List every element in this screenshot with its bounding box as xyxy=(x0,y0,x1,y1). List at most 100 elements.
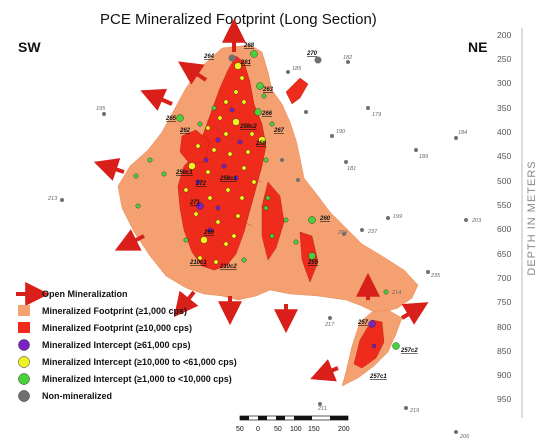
hole-189-marker xyxy=(414,148,418,152)
hole-213-marker xyxy=(60,198,64,202)
green-intercept xyxy=(147,157,153,163)
hole-259-marker xyxy=(258,136,266,144)
hole-187-marker xyxy=(304,110,308,114)
depth-tick-750: 750 xyxy=(497,297,511,307)
hole-184-marker xyxy=(454,136,458,140)
green-intercept xyxy=(263,205,269,211)
scale-tick-50-left: 50 xyxy=(236,426,244,433)
hole-190-label: 190 xyxy=(336,129,346,135)
hole-263-label: 263 xyxy=(262,87,274,93)
open-arrow-west xyxy=(93,158,125,181)
depth-tick-500: 500 xyxy=(497,176,511,186)
legend-nonmin: Non-mineralized xyxy=(42,391,112,401)
yellow-intercept xyxy=(251,179,257,185)
open-arrow-sw xyxy=(114,229,145,251)
green-intercept xyxy=(269,121,275,127)
hole-257c1-label: 257c1 xyxy=(369,374,387,380)
hole-268-label: 268 xyxy=(243,43,255,49)
hole-261-label: 261 xyxy=(240,60,252,66)
depth-tick-300: 300 xyxy=(497,78,511,88)
hole-255-marker xyxy=(308,252,316,260)
legend: Open Mineralization Mineralized Footprin… xyxy=(16,282,237,402)
footprint-10000-lower xyxy=(353,319,385,369)
hole-184-label: 184 xyxy=(458,130,467,136)
yellow-intercept xyxy=(225,187,231,193)
hole-268-marker xyxy=(250,50,258,58)
footprint-10000-west xyxy=(179,129,211,165)
figure-title: PCE Mineralized Footprint (Long Section) xyxy=(100,11,377,28)
hole-185-marker xyxy=(286,70,290,74)
yellow-intercept xyxy=(249,131,255,137)
hole-269-marker xyxy=(200,236,208,244)
sw-direction-label: SW xyxy=(18,39,41,55)
yellow-intercept xyxy=(239,195,245,201)
hole-264-label: 264 xyxy=(203,54,215,60)
open-arrow-lower-west xyxy=(310,359,339,382)
scale-bar: 50 0 50 100 150 200 xyxy=(236,415,350,433)
legend-int1000: Mineralized Intercept (≥1,000 to <10,000… xyxy=(42,374,232,384)
open-arrow-ssw xyxy=(174,290,199,317)
purple-intercept xyxy=(207,227,213,233)
hole-267-label: 267 xyxy=(273,128,285,134)
hole-211-marker xyxy=(318,402,322,406)
yellow-intercept xyxy=(211,147,217,153)
hole-190-marker xyxy=(330,134,334,138)
yellow-intercept xyxy=(207,195,213,201)
yellow-intercept xyxy=(231,233,237,239)
yellow-intercept xyxy=(233,89,239,95)
yellow-intercept xyxy=(223,241,229,247)
scale-tick-200: 200 xyxy=(338,426,350,433)
hole-266-marker xyxy=(254,108,262,116)
depth-tick-950: 950 xyxy=(497,394,511,404)
purple-intercept xyxy=(233,175,239,181)
green-intercept xyxy=(293,239,299,245)
legend-fp10000-swatch xyxy=(18,322,30,333)
legend-int61000: Mineralized Intercept (≥61,000 cps) xyxy=(42,340,191,350)
purple-intercept xyxy=(221,163,227,169)
hole-209-marker xyxy=(342,232,346,236)
hole-261-marker xyxy=(234,62,242,70)
hole-253-marker xyxy=(280,158,284,162)
legend-fp1000-swatch xyxy=(18,305,30,316)
hole-182-label: 182 xyxy=(343,55,352,61)
legend-fp1000: Mineralized Footprint (≥1,000 cps) xyxy=(42,306,187,316)
hole-210c1-label: 210c1 xyxy=(189,260,207,266)
green-intercept xyxy=(383,289,389,295)
depth-tick-650: 650 xyxy=(497,249,511,259)
depth-tick-850: 850 xyxy=(497,346,511,356)
hole-219-marker xyxy=(404,406,408,410)
yellow-intercept xyxy=(223,99,229,105)
depth-tick-900: 900 xyxy=(497,370,511,380)
hole-255-label: 255 xyxy=(307,260,319,266)
open-arrow-lower-ne xyxy=(400,302,429,325)
hole-179-label: 179 xyxy=(372,112,381,118)
depth-tick-450: 450 xyxy=(497,151,511,161)
scale-tick-100: 100 xyxy=(290,426,302,433)
legend-open-mineralization: Open Mineralization xyxy=(42,289,128,299)
yellow-intercept xyxy=(197,255,203,261)
open-mineralization-arrows xyxy=(93,18,429,382)
hole-265-marker xyxy=(176,114,184,122)
scale-tick-150: 150 xyxy=(308,426,320,433)
legend-yellow-swatch xyxy=(18,356,30,368)
yellow-intercept xyxy=(215,219,221,225)
hole-271-label: 271 xyxy=(189,200,201,206)
hole-199-label: 199 xyxy=(393,214,402,220)
purple-intercept xyxy=(229,107,235,113)
depth-tick-400: 400 xyxy=(497,127,511,137)
yellow-intercept xyxy=(227,151,233,157)
footprint-10000-upper-east xyxy=(285,77,309,105)
yellow-intercept xyxy=(205,169,211,175)
purple-intercepts xyxy=(195,107,377,349)
purple-intercept xyxy=(195,179,201,185)
hole-270-label: 270 xyxy=(306,51,318,57)
purple-intercept xyxy=(215,205,221,211)
green-intercept xyxy=(241,257,247,263)
yellow-intercept xyxy=(241,165,247,171)
hole-256c1-label: 256c1 xyxy=(175,170,193,176)
hole-235-marker xyxy=(426,270,430,274)
yellow-intercept xyxy=(241,99,247,105)
ne-direction-label: NE xyxy=(468,39,487,55)
legend-int10000: Mineralized Intercept (≥10,000 to <61,00… xyxy=(42,357,237,367)
